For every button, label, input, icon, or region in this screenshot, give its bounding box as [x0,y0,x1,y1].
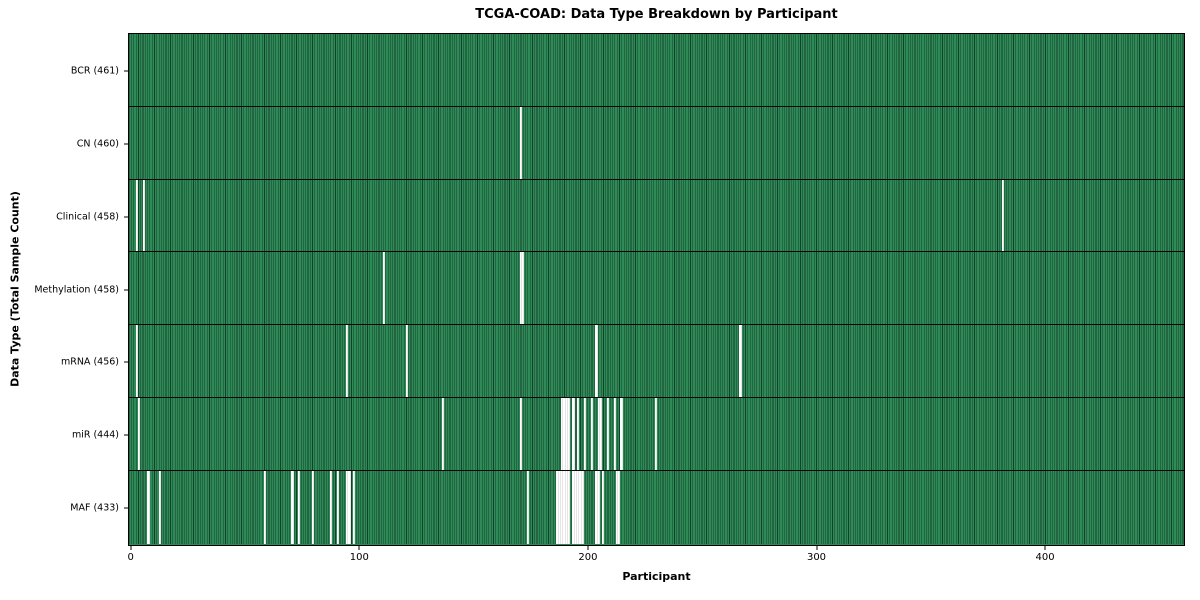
x-tick-label-100: 100 [349,552,369,563]
y-tick-label-mir: miR (444) [71,429,119,441]
absent-bar [519,252,523,325]
x-tick-mark [587,546,589,550]
absent-bar [561,470,564,544]
absent-bar [595,470,598,544]
x-tick-label-0: 0 [127,552,134,563]
absent-bar [613,398,616,470]
absent-bar [572,470,575,544]
absent-bar [147,470,150,544]
x-tick-label-200: 200 [578,552,598,563]
absent-bar [337,470,340,544]
absent-bar [346,470,349,544]
y-tick-mark [124,361,128,363]
x-axis-label: Participant [622,570,691,583]
heatmap-row-clinical [129,179,1184,253]
absent-bar [311,470,315,544]
absent-bar [561,398,564,470]
absent-bar [739,325,742,398]
absent-bar [572,398,575,470]
heatmap-rows [129,34,1184,544]
absent-bar [599,398,603,470]
chart-title: TCGA-COAD: Data Type Breakdown by Partic… [475,7,838,22]
x-tick-label-300: 300 [806,552,827,563]
absent-bar [353,470,356,544]
heatmap-row-maf [129,470,1184,544]
absent-bar [620,398,623,470]
x-axis-ticks: 0 100 200 300 400 [128,546,1185,570]
absent-bar [581,470,584,544]
heatmap-row-methylation [129,252,1184,326]
absent-bar [346,325,349,398]
absent-bar [291,470,294,544]
heatmap-row-mrna [129,325,1184,399]
absent-bar [565,398,568,470]
y-tick-mark [124,216,128,218]
y-tick-label-clinical: Clinical (458) [56,211,119,223]
y-tick-label-methylation: Methylation (458) [34,284,119,295]
x-tick-mark [1044,546,1046,550]
absent-bar [298,470,301,544]
absent-bar [138,398,141,470]
absent-bar [563,470,566,544]
absent-bar [522,252,525,325]
heatmap-row-cn [129,106,1184,180]
absent-bar [405,325,408,398]
y-tick-mark [124,507,128,509]
absent-bar [382,252,386,325]
x-tick-label-400: 400 [1035,552,1055,563]
absent-bar [348,470,351,544]
absent-bar [595,325,598,398]
y-tick-mark [124,434,128,436]
absent-bar [526,470,530,544]
absent-bar [618,470,621,544]
absent-bar [565,470,568,544]
absent-bar [567,470,571,544]
x-tick-mark [816,546,817,550]
absent-bar [142,179,145,252]
absent-bar [135,179,139,252]
absent-bar [577,470,580,544]
absent-bar [519,398,523,470]
y-tick-mark [124,289,128,290]
absent-bar [556,470,559,544]
absent-bar [574,470,578,544]
heatmap-row-bcr [129,34,1184,107]
absent-bar [654,398,658,470]
absent-bar [577,398,580,470]
y-tick-label-maf: MAF (433) [70,502,119,514]
absent-bar [135,325,139,398]
y-axis-ticks: BCR (461) CN (460) Clinical (458) Methylati… [0,0,128,600]
absent-bar [330,470,333,544]
y-tick-label-bcr: BCR (461) [70,65,119,77]
absent-bar [597,398,600,470]
y-axis-label: Data Type (Total Sample Count) [8,191,22,387]
absent-bar [1002,179,1005,252]
absent-bar [558,470,562,544]
x-tick-mark [130,546,132,550]
absent-bar [606,398,610,470]
absent-bar [597,470,600,544]
absent-bar [563,398,566,470]
y-tick-mark [124,70,128,72]
x-tick-mark [358,546,360,550]
absent-bar [263,470,267,544]
y-tick-label-mrna: mRNA (456) [60,356,119,368]
absent-bar [579,470,582,544]
heatmap-row-mir [129,398,1184,471]
y-tick-mark [124,143,128,145]
absent-bar [442,398,445,470]
absent-bar [158,470,161,544]
plot-area: PresentAbsent [128,33,1185,546]
absent-bar [590,398,594,470]
absent-bar [519,106,523,179]
absent-bar [615,470,619,544]
absent-bar [602,470,605,544]
absent-bar [567,398,571,470]
y-tick-label-cn: CN (460) [76,138,119,150]
absent-bar [583,398,587,470]
